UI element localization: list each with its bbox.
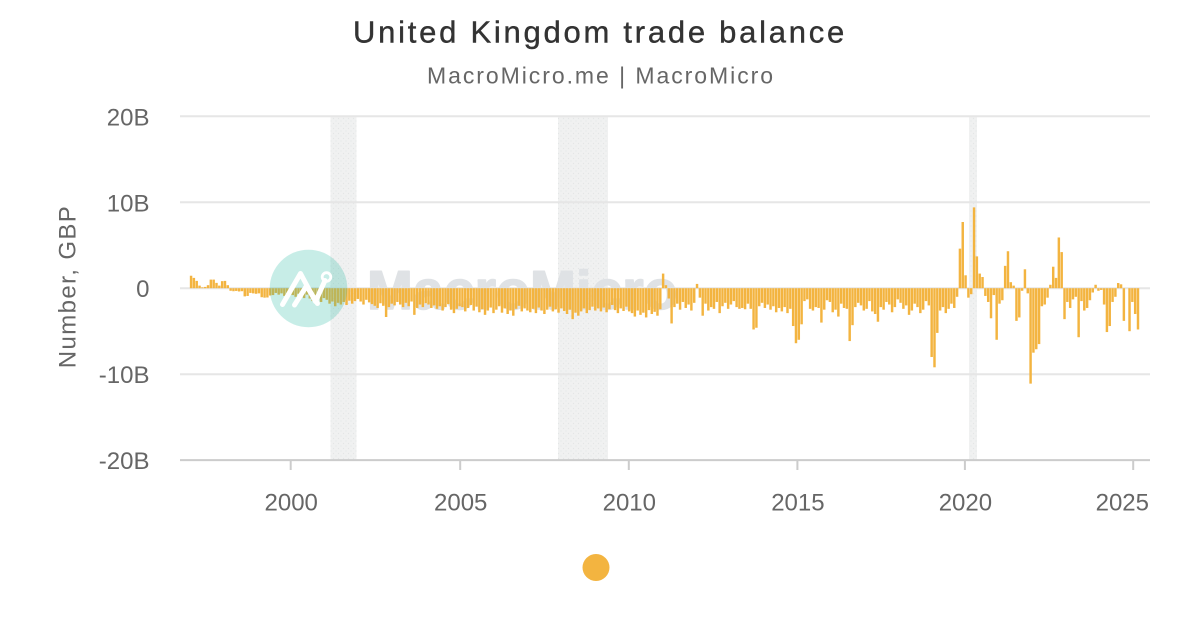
svg-text:10B: 10B [107,190,150,217]
svg-text:2000: 2000 [265,489,318,516]
svg-text:2010: 2010 [603,489,656,516]
svg-text:2015: 2015 [771,489,824,516]
svg-text:0: 0 [136,276,149,303]
svg-text:United Kingdom trade balance: United Kingdom trade balance [353,15,847,50]
svg-text:2020: 2020 [939,489,992,516]
svg-text:2025: 2025 [1096,489,1149,516]
svg-text:-20B: -20B [99,448,150,475]
svg-text:-10B: -10B [99,362,150,389]
svg-text:20B: 20B [107,104,150,131]
svg-text:2005: 2005 [434,489,487,516]
svg-text:MacroMicro.me | MacroMicro: MacroMicro.me | MacroMicro [427,63,775,89]
svg-text:Number, GBP: Number, GBP [55,205,82,368]
